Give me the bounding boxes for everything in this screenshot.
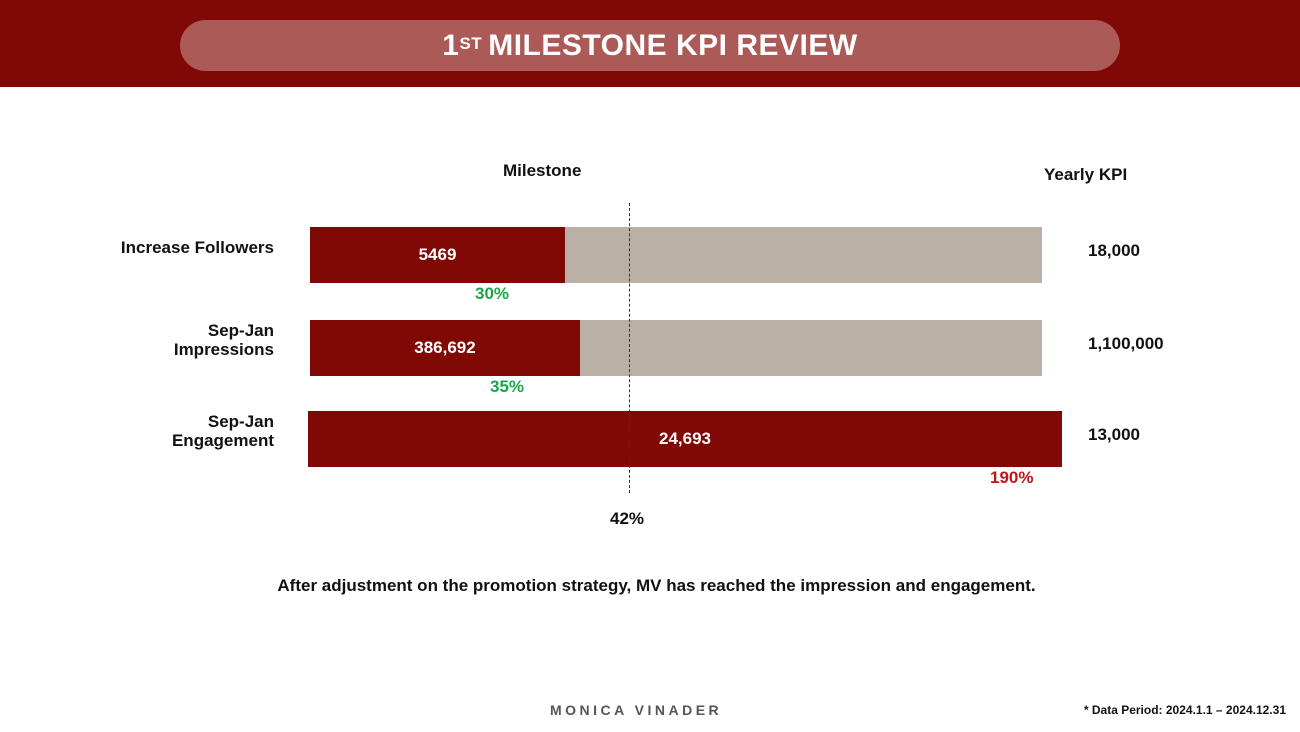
- kpi-value: 1,100,000: [1088, 334, 1164, 353]
- category-label: Sep-Jan Impressions: [174, 321, 274, 359]
- kpi-value: 18,000: [1088, 241, 1140, 260]
- page-title: 1 ST MILESTONE KPI REVIEW: [180, 20, 1120, 71]
- category-label-line: Impressions: [173, 340, 274, 359]
- bar-value: 24,693: [659, 429, 711, 448]
- category-label-line: Sep-Jan: [207, 321, 274, 340]
- title-sup: ST: [459, 33, 483, 53]
- data-period: * Data Period: 2024.1.1 – 2024.12.31: [1083, 703, 1286, 717]
- summary-note: After adjustment on the promotion strate…: [277, 576, 1036, 595]
- percent-label: 30%: [475, 284, 510, 303]
- bar-value: 5469: [418, 245, 457, 264]
- category-label-line: Sep-Jan: [207, 412, 274, 431]
- bar-track: 24,693: [308, 411, 1062, 467]
- bar-fill: 5469: [310, 227, 565, 283]
- brand-logo: MONICA VINADER: [550, 702, 723, 718]
- bar-fill: 24,693: [308, 411, 1062, 467]
- bar-fill: 386,692: [310, 320, 580, 376]
- category-label: Increase Followers: [121, 238, 274, 257]
- category-label-line: Engagement: [171, 431, 274, 450]
- yearly-kpi-header: Yearly KPI: [1044, 165, 1128, 184]
- bar-track: 5469: [310, 227, 1042, 283]
- category-label: Sep-Jan Engagement: [172, 412, 274, 450]
- bar-track: 386,692: [310, 320, 1042, 376]
- milestone-label: 42%: [610, 509, 645, 528]
- kpi-value: 13,000: [1088, 425, 1140, 444]
- title-text: MILESTONE KPI REVIEW: [488, 28, 858, 62]
- header-bar: 1 ST MILESTONE KPI REVIEW: [0, 0, 1300, 87]
- bar-value: 386,692: [414, 338, 476, 357]
- category-label-line: Increase Followers: [120, 237, 274, 257]
- title-number: 1: [442, 28, 460, 62]
- percent-label: 190%: [990, 468, 1034, 487]
- milestone-header: Milestone: [503, 161, 582, 180]
- milestone-line: [629, 203, 630, 493]
- percent-label: 35%: [490, 377, 525, 396]
